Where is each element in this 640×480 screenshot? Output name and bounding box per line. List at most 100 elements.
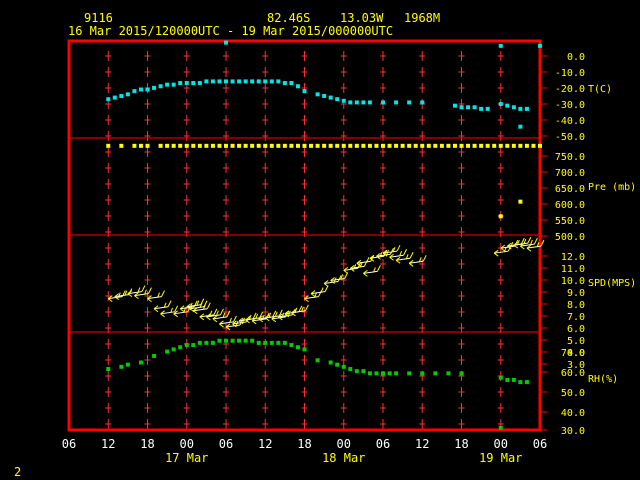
wind-barb <box>300 306 304 312</box>
wind-barb-head <box>258 318 264 323</box>
wind-barb <box>161 290 165 297</box>
data-point <box>348 100 353 105</box>
wind-barb-head <box>408 259 414 264</box>
data-point <box>426 143 431 148</box>
wind-barb <box>396 244 401 252</box>
wind-barb <box>153 306 169 310</box>
wind-barb-head <box>206 313 211 318</box>
wind-barb-head <box>500 244 506 249</box>
x-tick-label: 18 <box>454 437 468 451</box>
wind-barb-head <box>258 315 264 320</box>
data-point <box>328 360 333 365</box>
wind-barb <box>173 311 188 315</box>
data-point <box>446 371 451 376</box>
wind-barb-head <box>192 307 198 312</box>
wind-barb <box>324 281 339 284</box>
wind-barb-head <box>513 241 519 246</box>
wind-barb-head <box>271 318 277 323</box>
wind-barb <box>409 252 414 259</box>
wind-barb-head <box>291 312 296 317</box>
data-point <box>152 85 157 90</box>
data-point <box>524 106 529 111</box>
data-point <box>524 143 529 148</box>
data-point <box>394 100 399 105</box>
y-tick-label: 0.0 <box>567 52 585 63</box>
wind-barb-head <box>147 298 152 303</box>
data-point <box>433 371 438 376</box>
data-point <box>466 105 471 110</box>
wind-barb-head <box>225 326 231 331</box>
wind-barb <box>513 242 528 246</box>
wind-barb-head <box>513 244 519 249</box>
wind-barb-head <box>160 313 165 318</box>
x-tick-label: 06 <box>533 437 547 451</box>
wind-barb <box>390 247 394 255</box>
wind-barb-head <box>147 295 152 300</box>
wind-barb <box>127 291 142 295</box>
wind-barb <box>310 291 326 295</box>
data-point <box>204 79 209 84</box>
wind-barb-head <box>153 308 159 313</box>
wind-barb-head <box>245 319 250 324</box>
station-lat: 82.46S <box>267 11 311 25</box>
wind-barb-head <box>278 313 283 318</box>
data-point <box>335 362 340 367</box>
wind-barb <box>396 257 411 261</box>
wind-barb-head <box>278 316 283 321</box>
data-point <box>361 100 366 105</box>
data-point <box>420 100 425 105</box>
wind-barb <box>271 316 286 320</box>
y-tick-label: 30.0 <box>561 426 585 437</box>
y-tick-label: 50.0 <box>561 388 585 399</box>
wind-barb <box>278 309 283 317</box>
wind-barb-head <box>506 242 512 247</box>
wind-barb <box>369 255 384 259</box>
data-point <box>165 82 170 87</box>
wind-barb <box>170 307 174 313</box>
x-tick-label: 00 <box>494 437 508 451</box>
data-point <box>524 380 529 385</box>
data-point <box>282 143 287 148</box>
data-point <box>295 143 300 148</box>
data-point <box>348 143 353 148</box>
data-point <box>511 143 516 148</box>
wind-barb-head <box>506 245 512 250</box>
wind-barb <box>343 267 358 271</box>
data-point <box>276 79 281 84</box>
wind-barb-head <box>493 252 499 257</box>
panel-label: T(C) <box>588 84 612 95</box>
wind-barb-head <box>134 292 139 297</box>
data-point <box>276 340 281 345</box>
data-point <box>224 338 228 343</box>
data-point <box>466 143 471 148</box>
data-point <box>387 143 392 148</box>
wind-barb <box>206 314 221 318</box>
wind-barb-head <box>192 310 198 315</box>
data-point <box>335 143 340 148</box>
data-point <box>276 143 281 148</box>
wind-barb <box>124 290 128 296</box>
data-point <box>106 367 111 372</box>
data-point <box>295 84 300 89</box>
data-point <box>269 79 274 84</box>
wind-barb <box>265 315 280 319</box>
data-point <box>197 143 202 148</box>
wind-barb-head <box>389 256 394 261</box>
y-tick-label: 7.0 <box>567 312 585 323</box>
data-point <box>269 143 274 148</box>
data-point <box>119 143 124 148</box>
wind-barb <box>219 308 224 316</box>
wind-barb-head <box>251 317 257 322</box>
station-id: 9116 <box>84 11 113 25</box>
wind-barb <box>196 300 200 306</box>
wind-barb <box>379 252 383 258</box>
wind-barb <box>233 315 237 323</box>
wind-barb-head <box>173 313 178 318</box>
wind-barb <box>540 239 545 247</box>
data-point <box>289 343 294 348</box>
data-point <box>459 105 464 110</box>
wind-barb <box>389 254 404 258</box>
data-point <box>171 143 176 148</box>
y-tick-label: 8.0 <box>567 300 585 311</box>
